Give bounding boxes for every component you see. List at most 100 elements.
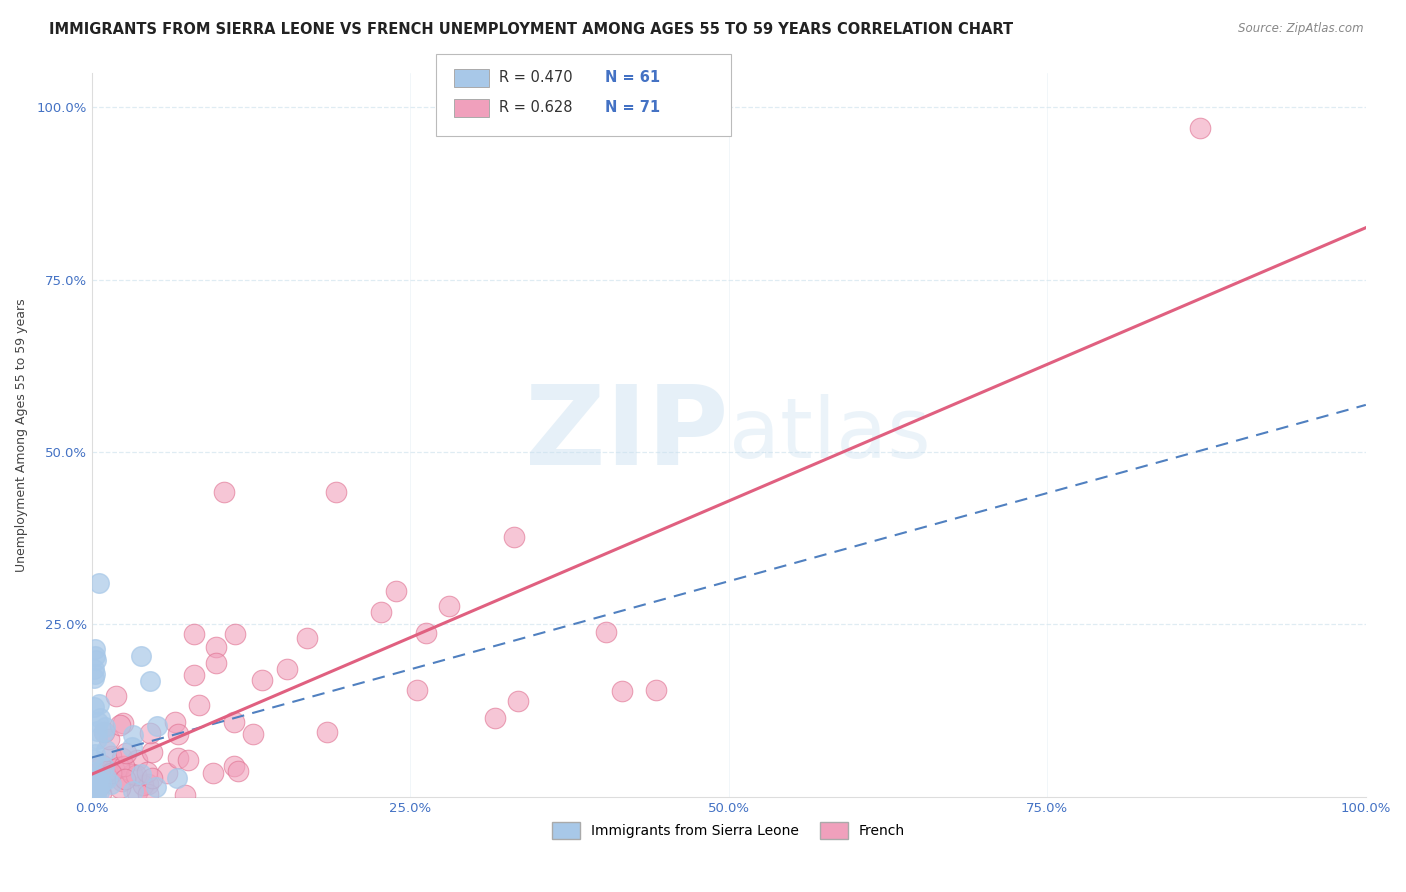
Point <box>82 780 104 794</box>
Point <box>82 786 104 800</box>
Point <box>83 666 105 681</box>
Point <box>94 720 117 734</box>
Point <box>89 779 111 793</box>
Point <box>166 772 188 786</box>
Text: Source: ZipAtlas.com: Source: ZipAtlas.com <box>1239 22 1364 36</box>
Legend: Immigrants from Sierra Leone, French: Immigrants from Sierra Leone, French <box>547 817 911 844</box>
Point <box>595 625 617 640</box>
Point <box>295 631 318 645</box>
Point <box>156 766 179 780</box>
Point <box>108 718 131 732</box>
Point <box>325 484 347 499</box>
Point <box>83 699 105 714</box>
Point <box>127 753 149 767</box>
Point <box>125 768 148 782</box>
Point <box>108 760 131 774</box>
Point <box>129 766 152 780</box>
Point <box>136 787 159 801</box>
Point <box>86 772 108 787</box>
Point <box>87 714 110 729</box>
Point <box>125 785 148 799</box>
Point <box>96 769 118 783</box>
Text: N = 61: N = 61 <box>605 70 659 85</box>
Point <box>177 753 200 767</box>
Point <box>132 778 155 792</box>
Point <box>89 711 111 725</box>
Point <box>131 649 153 664</box>
Point <box>96 772 118 787</box>
Point <box>503 530 526 544</box>
Point <box>82 752 104 766</box>
Text: R = 0.628: R = 0.628 <box>499 101 572 115</box>
Point <box>96 764 118 778</box>
Point <box>224 758 246 772</box>
Point <box>83 662 105 676</box>
Point <box>103 762 125 776</box>
Point <box>166 727 188 741</box>
Point <box>226 764 249 778</box>
Point <box>100 765 122 780</box>
Point <box>115 746 138 760</box>
Point <box>205 657 228 671</box>
Point <box>82 773 104 788</box>
Point <box>84 780 107 795</box>
Point <box>108 781 131 796</box>
Y-axis label: Unemployment Among Ages 55 to 59 years: Unemployment Among Ages 55 to 59 years <box>15 298 28 572</box>
Point <box>111 774 134 789</box>
Point <box>89 778 111 792</box>
Point <box>87 785 110 799</box>
Point <box>84 789 107 803</box>
Point <box>316 724 339 739</box>
Point <box>83 787 105 801</box>
Point <box>89 576 111 591</box>
Point <box>222 714 245 729</box>
Point <box>145 780 167 794</box>
Point <box>122 783 145 797</box>
Point <box>121 739 143 754</box>
Point <box>86 723 108 738</box>
Point <box>86 783 108 797</box>
Point <box>252 673 274 687</box>
Point <box>242 727 264 741</box>
Point <box>82 770 104 784</box>
Point <box>121 767 143 781</box>
Text: N = 71: N = 71 <box>605 101 659 115</box>
Point <box>508 694 530 708</box>
Point <box>122 728 145 742</box>
Point <box>224 627 246 641</box>
Point <box>112 759 135 773</box>
Text: R = 0.470: R = 0.470 <box>499 70 572 85</box>
Point <box>83 648 105 663</box>
Point <box>111 751 134 765</box>
Point <box>82 780 104 794</box>
Point <box>84 788 107 802</box>
Point <box>183 627 205 641</box>
Point <box>1189 121 1212 136</box>
Point <box>111 715 134 730</box>
Point <box>83 672 105 686</box>
Point <box>212 484 235 499</box>
Point <box>82 764 104 779</box>
Point <box>83 782 105 797</box>
Point <box>86 774 108 789</box>
Point <box>97 770 120 784</box>
Point <box>205 640 228 654</box>
Point <box>136 777 159 791</box>
Point <box>141 771 163 785</box>
Point <box>84 776 107 790</box>
Point <box>415 625 437 640</box>
Point <box>83 762 105 776</box>
Point <box>84 653 107 667</box>
Point <box>84 780 107 795</box>
Point <box>93 724 115 739</box>
Point <box>94 742 117 756</box>
Point <box>370 605 392 619</box>
Point <box>80 783 103 797</box>
Point <box>104 690 127 704</box>
Point <box>84 780 107 795</box>
Point <box>139 726 162 740</box>
Text: atlas: atlas <box>728 394 931 475</box>
Point <box>87 773 110 788</box>
Point <box>91 757 114 772</box>
Point <box>173 788 195 802</box>
